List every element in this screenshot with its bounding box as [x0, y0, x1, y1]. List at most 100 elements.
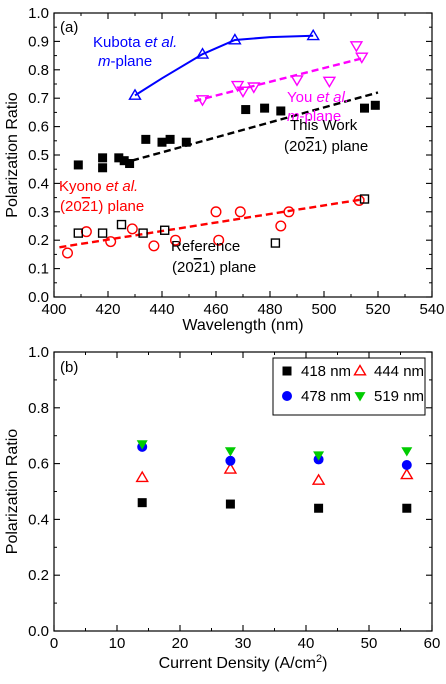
kubota-point — [128, 88, 142, 100]
thiswork-point — [114, 153, 124, 163]
legend-label: 418 nm — [301, 363, 351, 380]
thiswork-point — [125, 159, 135, 169]
x-tick-label: 40 — [298, 635, 315, 652]
kyono-point — [234, 206, 246, 218]
y-tick-label: 0.3 — [28, 204, 49, 221]
legend-label: 444 nm — [374, 363, 424, 380]
you-point — [322, 76, 337, 89]
you-label-2: m-plane — [287, 108, 341, 125]
legend-marker — [282, 366, 292, 376]
series-418-nm-point — [225, 499, 235, 509]
reference-point — [97, 228, 108, 238]
you-point — [236, 86, 250, 98]
series-418-nm-point — [402, 503, 412, 513]
y-tick-label: 0.2 — [28, 567, 49, 584]
y-tick-label: 0.5 — [28, 147, 49, 164]
reference-point — [359, 194, 370, 204]
thiswork-point — [276, 106, 286, 116]
kyono-point — [148, 240, 160, 252]
thiswork-point — [157, 137, 167, 147]
legend-marker — [353, 364, 367, 376]
y-tick-label: 1.0 — [28, 344, 49, 361]
legend-box — [272, 357, 426, 416]
y-tick-label: 0.0 — [28, 289, 49, 306]
y-axis-label: Polarization Ratio — [4, 429, 21, 555]
reference-label: Reference — [171, 238, 240, 255]
kubota-point — [195, 47, 210, 59]
x-axis-label: Wavelength (nm) — [182, 317, 303, 334]
kyono-point — [105, 236, 117, 248]
series-519-nm-point — [136, 440, 148, 450]
reference-point — [270, 238, 281, 248]
kyono-point — [62, 247, 74, 259]
series-444-nm-point — [311, 473, 326, 485]
kubota-label-2: m-plane — [98, 53, 152, 70]
thiswork-point — [98, 163, 108, 173]
legend-marker — [282, 391, 292, 401]
reference-point — [73, 228, 84, 238]
x-tick-label: 440 — [149, 301, 174, 318]
kyono-point — [80, 226, 92, 238]
kyono-point — [275, 220, 287, 232]
x-tick-label: 50 — [361, 635, 378, 652]
panel-label-a: (a) — [60, 19, 78, 36]
y-tick-label: 0.8 — [28, 62, 49, 79]
thiswork-label: This Work — [290, 117, 358, 134]
thiswork-point — [73, 160, 83, 170]
x-tick-label: 420 — [95, 301, 120, 318]
y-tick-label: 0.6 — [28, 119, 49, 136]
thiswork-point — [98, 153, 108, 163]
series-418-nm-point — [314, 503, 324, 513]
y-tick-label: 0.1 — [28, 261, 49, 278]
you-point — [230, 80, 245, 93]
y-tick-label: 0.6 — [28, 456, 49, 473]
kyono-point — [169, 234, 181, 246]
legend-label: 519 nm — [374, 388, 424, 405]
kyono-label: Kyono et al. — [59, 178, 138, 195]
panel-a: 400 420 440 460 480 500 520 540 0.0 0.1 0.2 0.3 0.4 0… — [4, 5, 445, 334]
reference-point — [116, 219, 127, 230]
series-444-nm-point — [400, 467, 414, 480]
thiswork-point — [141, 134, 151, 144]
thiswork-trend-line — [121, 91, 379, 165]
x-tick-label: 400 — [41, 301, 66, 318]
reference-point — [159, 225, 170, 235]
kubota-point — [228, 33, 242, 45]
y-tick-label: 0.4 — [28, 175, 49, 192]
you-trend-line — [194, 57, 363, 103]
series-519-nm-point — [224, 447, 236, 457]
x-tick-label: 540 — [419, 301, 444, 318]
kyono-point — [210, 206, 222, 218]
x-tick-label: 480 — [257, 301, 282, 318]
thiswork-point — [360, 103, 369, 113]
panel-b: 0 10 20 30 40 50 60 0.0 0.2 0.4 0.6 0.8 1.0 (b) 418 nm… — [4, 344, 440, 672]
kyono-point — [126, 223, 138, 235]
series-519-nm-point — [313, 451, 325, 461]
x-tick-label: 0 — [50, 635, 58, 652]
series-444-nm-point — [135, 470, 149, 483]
series-519-nm-point — [401, 447, 413, 457]
x-tick-label: 20 — [172, 635, 189, 652]
y-tick-label: 0.4 — [28, 511, 49, 528]
legend-label: 478 nm — [301, 388, 351, 405]
x-tick-label: 30 — [235, 635, 252, 652]
x-tick-label: 460 — [203, 301, 228, 318]
thiswork-point — [165, 134, 175, 144]
kyono-point — [213, 234, 225, 246]
you-point — [349, 41, 364, 53]
kyono-label-2: (2021) plane — [60, 198, 144, 215]
kubota-point — [306, 28, 320, 41]
x-tick-label: 500 — [311, 301, 336, 318]
thiswork-label-2: (2021) plane — [284, 138, 368, 155]
kyono-point — [283, 206, 295, 218]
y-tick-label: 1.0 — [28, 5, 49, 22]
x-axis-label: Current Density (A/cm2) — [159, 653, 328, 672]
thiswork-point — [260, 103, 270, 113]
thiswork-point — [119, 156, 129, 166]
y-tick-label: 0.9 — [28, 33, 49, 50]
legend: 418 nm 444 nm 478 nm 519 nm — [272, 357, 426, 416]
you-label: You et al. — [287, 89, 349, 106]
reference-label-2: (2021) plane — [172, 259, 256, 276]
kubota-trend-line — [134, 34, 314, 97]
